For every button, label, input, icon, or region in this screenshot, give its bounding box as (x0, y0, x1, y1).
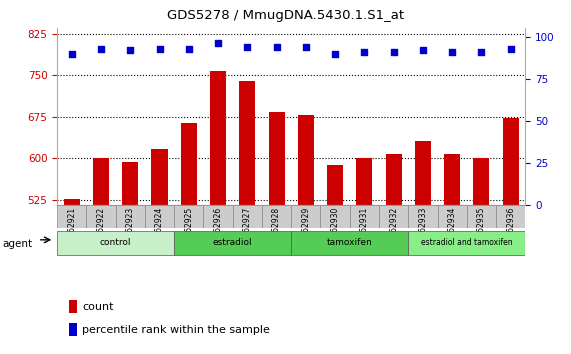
Point (126, 47, 135, 53)
Bar (57, 205, 86, 228)
Point (184, 46, 194, 51)
Point (448, 49, 457, 55)
Bar (115, 205, 145, 228)
Bar (298, 115, 314, 205)
Bar (93, 158, 109, 205)
Point (301, 44, 311, 50)
Text: GSM362923: GSM362923 (126, 206, 135, 253)
Bar (57, 232, 174, 255)
Bar (86, 205, 115, 228)
Text: GSM362933: GSM362933 (419, 206, 428, 253)
Bar (122, 162, 138, 205)
Bar (69, 300, 77, 313)
Text: agent: agent (3, 239, 33, 249)
Bar (69, 323, 77, 336)
Bar (496, 205, 525, 228)
Point (155, 46, 164, 51)
Bar (385, 154, 401, 205)
Bar (379, 205, 408, 228)
Bar (203, 205, 233, 228)
Text: GDS5278 / MmugDNA.5430.1.S1_at: GDS5278 / MmugDNA.5430.1.S1_at (167, 9, 404, 22)
Bar (64, 199, 80, 205)
Bar (262, 205, 291, 228)
Text: estradiol: estradiol (213, 238, 252, 247)
Bar (174, 232, 291, 255)
Bar (502, 119, 518, 205)
Text: percentile rank within the sample: percentile rank within the sample (82, 325, 270, 335)
Point (67, 51, 77, 56)
Text: estradiol and tamoxifen: estradiol and tamoxifen (421, 238, 513, 247)
Text: control: control (100, 238, 131, 247)
Bar (151, 149, 167, 205)
Text: GSM362934: GSM362934 (448, 206, 457, 253)
Text: tamoxifen: tamoxifen (327, 238, 373, 247)
Bar (291, 232, 408, 255)
Text: GSM362924: GSM362924 (155, 206, 164, 253)
Bar (444, 154, 460, 205)
Bar (327, 165, 343, 205)
Point (389, 49, 398, 55)
Bar (233, 205, 262, 228)
Text: GSM362935: GSM362935 (477, 206, 486, 253)
Bar (437, 205, 467, 228)
Bar (268, 112, 284, 205)
Text: GSM362921: GSM362921 (67, 206, 77, 253)
Bar (473, 158, 489, 205)
Text: GSM362928: GSM362928 (272, 206, 281, 253)
Text: GSM362926: GSM362926 (214, 206, 223, 253)
Point (360, 49, 369, 55)
Bar (320, 205, 349, 228)
Point (331, 51, 340, 56)
Point (272, 44, 281, 50)
Text: GSM362922: GSM362922 (96, 206, 106, 253)
Bar (408, 232, 525, 255)
Text: GSM362927: GSM362927 (243, 206, 252, 253)
Text: GSM362936: GSM362936 (506, 206, 515, 253)
Point (506, 46, 515, 51)
Text: GSM362931: GSM362931 (360, 206, 369, 253)
Text: count: count (82, 302, 114, 312)
Bar (239, 81, 255, 205)
Bar (291, 205, 320, 228)
Bar (349, 205, 379, 228)
Bar (356, 158, 372, 205)
Text: GSM362925: GSM362925 (184, 206, 194, 253)
Text: GSM362930: GSM362930 (331, 206, 340, 253)
Text: GSM362929: GSM362929 (301, 206, 311, 253)
Point (214, 41, 223, 46)
Bar (174, 205, 203, 228)
Text: GSM362932: GSM362932 (389, 206, 398, 253)
Point (477, 49, 486, 55)
Point (96, 46, 106, 51)
Point (243, 44, 252, 50)
Point (419, 47, 428, 53)
Bar (181, 124, 197, 205)
Bar (415, 141, 431, 205)
Bar (210, 71, 226, 205)
Bar (467, 205, 496, 228)
Bar (145, 205, 174, 228)
Bar (408, 205, 437, 228)
